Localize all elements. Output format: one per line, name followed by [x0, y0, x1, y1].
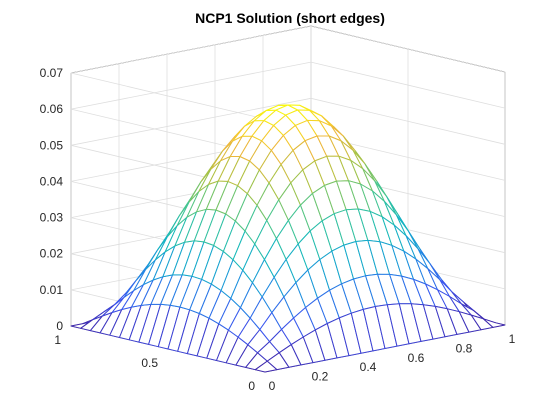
chart-title: NCP1 Solution (short edges): [195, 10, 385, 26]
z-tick-label: 0.04: [40, 174, 64, 188]
z-grid-line: [70, 61, 506, 156]
x-tick-label: 0.8: [456, 341, 473, 355]
x-tick-label: 0.6: [408, 351, 425, 365]
z-tick-label: 0.06: [40, 102, 64, 116]
x-tick-label: 1: [509, 332, 516, 346]
z-tick-label: 0: [56, 319, 63, 333]
y-tick-label: 0: [248, 379, 255, 393]
x-tick-label: 0: [269, 379, 276, 393]
tick-labels: 0 0.01 0.02 0.03 0.04 0.05 0.06 0.07 0 0.2 0.4 0.6 0…: [40, 66, 516, 393]
z-grid-line: [70, 133, 506, 228]
z-tick-label: 0.05: [40, 138, 64, 152]
y-tick-label: 1: [54, 333, 61, 347]
x-tick-label: 0.2: [312, 370, 329, 384]
surface-mesh: [70, 104, 506, 373]
x-tick-label: 0.4: [360, 360, 377, 374]
mesh-cell: [482, 318, 506, 328]
y-tick-label: 0.5: [141, 356, 158, 370]
z-grid-line: [70, 25, 506, 120]
z-tick-label: 0.02: [40, 247, 64, 261]
z-grid-line: [70, 97, 506, 192]
z-tick-label: 0.07: [40, 66, 64, 80]
z-tick-label: 0.03: [40, 211, 64, 225]
z-tick-label: 0.01: [40, 283, 64, 297]
